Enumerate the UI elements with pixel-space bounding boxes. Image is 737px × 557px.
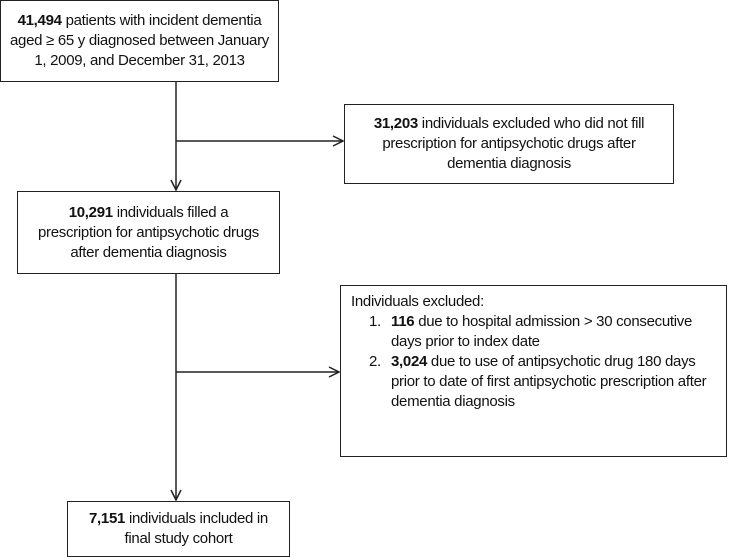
count: 10,291 [68,203,113,221]
node: 7,151 individuals included in final stud… [67,501,290,557]
count: 41,494 [17,12,62,29]
node-text: individuals included in final study coho… [124,510,269,547]
node: 10,291 individuals filled a prescription… [17,191,280,274]
node: 31,203 individuals excluded who did not … [344,104,674,184]
node: Individuals excluded: 1. 116 due to hospi… [340,285,727,457]
marker: 1. [369,313,381,330]
item-text: due to use of antipsychotic drug 180 day… [391,353,707,410]
list-item: 1. 116 due to hospital admission > 30 con… [369,312,718,352]
count: 7,151 [89,510,126,527]
node-text: individuals filled a prescription for an… [38,203,259,261]
list-item: 2. 3,024 due to use of antipsychotic drug… [369,352,718,412]
marker: 2. [369,353,381,370]
node-heading: Individuals excluded: [351,293,484,310]
count: 3,024 [391,353,428,370]
node-text: individuals excluded who did not fill pr… [382,115,645,172]
node-text: patients with incident dementia aged ≥ 6… [10,12,269,69]
count: 31,203 [373,115,418,132]
item-text: due to hospital admission > 30 consecuti… [391,313,693,350]
count: 116 [391,313,415,330]
node: 41,494 patients with incident dementia a… [0,0,279,82]
